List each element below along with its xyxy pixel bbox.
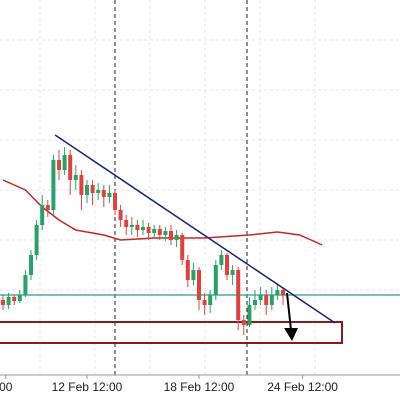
candle-body — [62, 155, 67, 170]
candle-body — [253, 300, 257, 305]
x-tick-label: 12 Feb 12:00 — [52, 380, 123, 394]
candle-body — [68, 155, 73, 180]
arrow-head — [284, 328, 298, 341]
candle-body — [185, 260, 190, 280]
candle-body — [275, 290, 280, 295]
candle-body — [79, 175, 84, 195]
candle-body — [29, 255, 33, 275]
candle-body — [157, 229, 162, 235]
candle-body — [12, 297, 17, 301]
candle-body — [174, 235, 179, 240]
candle-body — [73, 175, 78, 180]
candle-body — [6, 297, 11, 305]
candle-body — [146, 227, 151, 233]
candle-body — [191, 270, 196, 280]
x-tick-label: 18 Feb 12:00 — [164, 380, 235, 394]
candle-body — [269, 295, 274, 305]
candle-body — [281, 290, 285, 295]
candle-body — [40, 205, 45, 225]
candle-body — [113, 193, 117, 210]
candle-body — [129, 225, 134, 227]
candle-body — [85, 185, 89, 195]
candle-body — [135, 225, 140, 230]
x-tick-label: 24 Feb 12:00 — [267, 380, 338, 394]
candle-body — [264, 295, 269, 305]
candle-body — [241, 320, 246, 325]
candle-body — [101, 190, 106, 197]
candle-body — [107, 193, 112, 197]
candle-body — [34, 225, 39, 255]
candle-body — [225, 255, 229, 275]
candle-body — [219, 255, 224, 265]
candle-body — [51, 160, 56, 210]
candle-body — [118, 210, 123, 220]
candle-body — [180, 235, 185, 260]
period-separator — [114, 0, 248, 375]
candle-body — [57, 160, 61, 170]
candle-body — [213, 265, 218, 295]
candle-body — [23, 275, 28, 295]
candle-body — [163, 231, 168, 235]
candle-body — [1, 300, 5, 305]
candle-body — [208, 295, 213, 305]
candle-body — [247, 305, 252, 325]
candle-body — [90, 185, 95, 193]
x-tick-label: 00 — [0, 380, 13, 394]
candle-body — [258, 295, 263, 300]
candle-body — [96, 190, 101, 193]
candle-body — [236, 270, 241, 320]
candle-body — [45, 205, 50, 210]
arrow-shaft — [286, 292, 292, 331]
background-grid — [0, 0, 400, 375]
candle-body — [152, 229, 157, 233]
candle-body — [141, 227, 145, 230]
candle-body — [202, 300, 207, 305]
candle-body — [169, 231, 173, 240]
candle-body — [230, 270, 235, 275]
candle-body — [17, 295, 22, 301]
candle-body — [197, 270, 201, 300]
candle-body — [124, 220, 129, 227]
support-zone — [0, 321, 343, 344]
trendline — [54, 134, 336, 324]
